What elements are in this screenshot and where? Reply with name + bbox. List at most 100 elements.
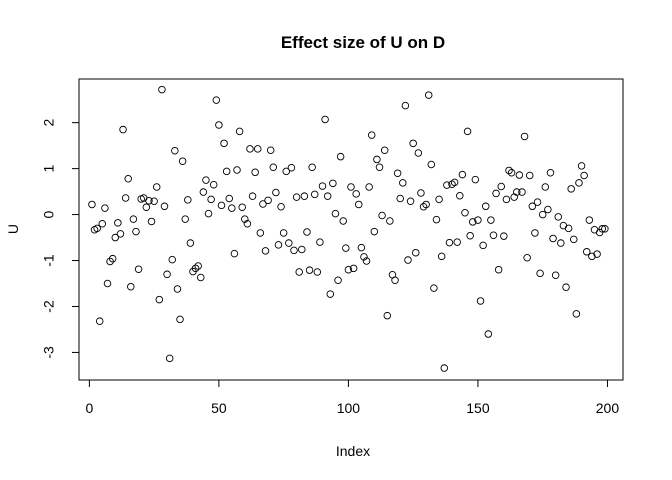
data-point bbox=[601, 225, 609, 233]
data-point bbox=[318, 182, 327, 190]
data-point bbox=[191, 264, 200, 273]
data-point bbox=[274, 241, 283, 249]
data-point bbox=[458, 170, 467, 179]
data-point bbox=[150, 197, 158, 205]
data-point bbox=[290, 246, 298, 255]
data-point bbox=[114, 219, 122, 227]
data-point bbox=[393, 169, 402, 177]
data-point bbox=[308, 163, 316, 171]
data-point bbox=[212, 96, 221, 104]
y-axis: -3 -2 -1 0 1 2 bbox=[41, 119, 80, 359]
data-point bbox=[194, 262, 202, 270]
plot-frame bbox=[78, 78, 624, 381]
data-point bbox=[453, 238, 461, 246]
data-point bbox=[241, 215, 249, 223]
data-point bbox=[228, 204, 236, 212]
data-point bbox=[222, 167, 231, 176]
data-point bbox=[264, 196, 272, 205]
data-point bbox=[121, 194, 130, 202]
data-point bbox=[165, 354, 174, 363]
data-point bbox=[518, 188, 526, 196]
x-axis-label: Index bbox=[336, 443, 370, 459]
data-point bbox=[129, 215, 138, 223]
y-tick-label: 2 bbox=[41, 119, 57, 127]
data-point bbox=[502, 195, 511, 204]
data-point bbox=[564, 224, 573, 233]
data-point bbox=[352, 190, 360, 198]
data-point bbox=[176, 315, 184, 324]
data-point bbox=[248, 192, 257, 200]
data-point bbox=[261, 247, 270, 255]
data-point bbox=[251, 168, 259, 177]
data-point bbox=[378, 211, 386, 220]
data-point bbox=[326, 290, 335, 298]
data-point bbox=[567, 185, 575, 193]
data-point bbox=[316, 238, 324, 246]
data-point bbox=[474, 216, 482, 224]
data-point bbox=[220, 139, 228, 148]
data-point bbox=[507, 168, 516, 177]
data-point bbox=[349, 264, 358, 273]
data-point bbox=[235, 127, 244, 136]
data-point bbox=[445, 238, 454, 247]
data-point bbox=[580, 171, 588, 180]
data-point bbox=[184, 196, 192, 204]
data-point bbox=[365, 183, 373, 191]
data-point bbox=[430, 284, 438, 292]
data-point bbox=[95, 317, 104, 325]
data-point bbox=[396, 194, 404, 203]
data-point bbox=[536, 269, 544, 278]
data-point bbox=[515, 171, 524, 179]
data-point bbox=[582, 248, 591, 256]
x-axis: 0 50 100 150 200 bbox=[85, 379, 619, 416]
data-point bbox=[484, 330, 493, 338]
data-point bbox=[520, 132, 529, 141]
data-point bbox=[528, 202, 537, 211]
data-point bbox=[347, 183, 355, 191]
data-point bbox=[360, 253, 368, 261]
data-point bbox=[494, 265, 503, 274]
data-point bbox=[541, 183, 550, 191]
data-point bbox=[570, 235, 578, 244]
data-point bbox=[505, 166, 513, 175]
data-point bbox=[380, 146, 389, 154]
x-tick-label: 0 bbox=[85, 400, 93, 416]
data-point bbox=[339, 217, 347, 225]
data-point bbox=[215, 121, 223, 129]
y-tick-label: 0 bbox=[41, 210, 57, 218]
data-point bbox=[147, 217, 156, 226]
data-point bbox=[209, 180, 218, 189]
data-point bbox=[344, 265, 353, 274]
data-point bbox=[101, 204, 109, 212]
data-point bbox=[88, 200, 96, 209]
data-point bbox=[533, 198, 542, 206]
data-point bbox=[373, 155, 381, 164]
data-point bbox=[238, 203, 246, 211]
data-point bbox=[310, 190, 319, 199]
data-point bbox=[266, 146, 275, 154]
data-point bbox=[256, 229, 265, 237]
data-point bbox=[419, 203, 428, 211]
data-point bbox=[406, 197, 415, 205]
data-point bbox=[197, 273, 205, 282]
data-point bbox=[178, 157, 187, 166]
data-point bbox=[456, 191, 464, 200]
data-point bbox=[124, 174, 132, 183]
y-tick-label: 1 bbox=[41, 165, 57, 173]
data-point bbox=[487, 216, 495, 224]
data-point bbox=[427, 160, 436, 169]
y-tick-label: -1 bbox=[41, 254, 57, 267]
data-point bbox=[116, 230, 125, 238]
data-point bbox=[98, 220, 107, 228]
data-point bbox=[287, 163, 296, 172]
data-point bbox=[282, 167, 290, 176]
data-point bbox=[173, 285, 182, 293]
data-point bbox=[412, 248, 420, 257]
data-point bbox=[186, 239, 195, 247]
data-point bbox=[323, 192, 332, 200]
data-point bbox=[424, 91, 433, 99]
data-point bbox=[370, 227, 379, 236]
data-point bbox=[300, 192, 309, 200]
data-point bbox=[321, 115, 329, 124]
data-point bbox=[233, 166, 241, 174]
